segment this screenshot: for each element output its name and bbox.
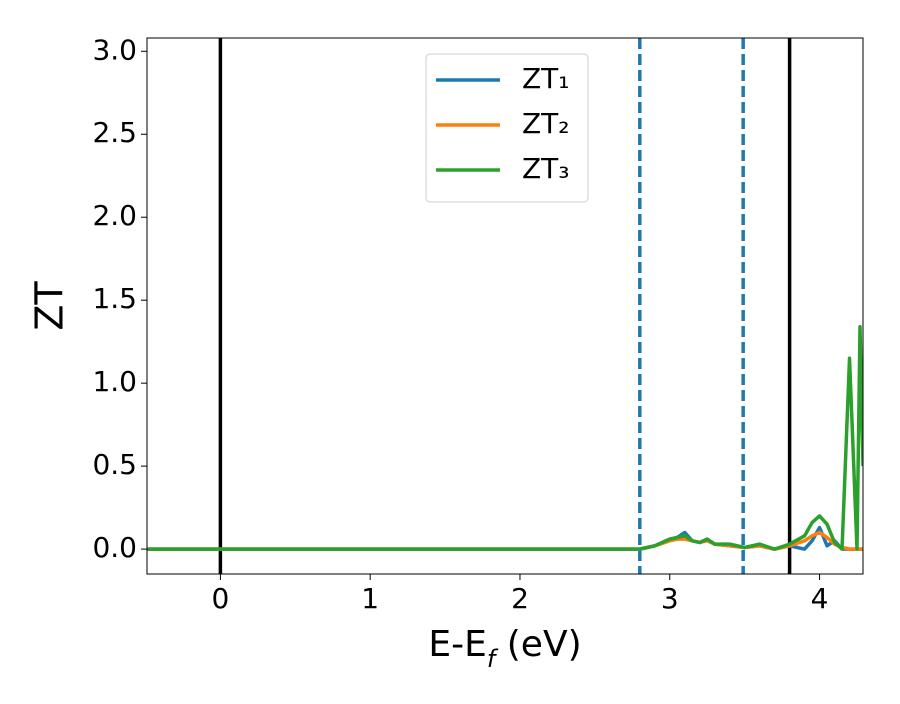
y-axis-label: ZT bbox=[28, 281, 72, 331]
y-tick-label: 2.0 bbox=[92, 199, 137, 232]
legend: ZT₁ ZT₂ ZT₃ bbox=[425, 53, 589, 203]
x-tick-label: 0 bbox=[211, 582, 229, 615]
legend-box bbox=[425, 53, 589, 203]
y-tick-label: 2.5 bbox=[92, 116, 137, 149]
legend-label: ZT₃ bbox=[522, 152, 570, 185]
plot-area bbox=[147, 38, 863, 574]
series-line bbox=[147, 324, 863, 551]
x-tick-label: 4 bbox=[811, 582, 829, 615]
plot-frame bbox=[146, 37, 864, 575]
x-tick-label: 1 bbox=[361, 582, 379, 615]
legend-label: ZT₂ bbox=[522, 107, 570, 140]
x-label-rest: (eV) bbox=[495, 624, 581, 665]
y-tick-label: 1.5 bbox=[92, 282, 137, 315]
x-tick-label: 2 bbox=[511, 582, 529, 615]
legend-label: ZT₁ bbox=[522, 62, 570, 95]
x-label-main: E-E bbox=[428, 624, 486, 665]
x-tick-label: 3 bbox=[661, 582, 679, 615]
y-tick-label: 0.5 bbox=[92, 448, 137, 481]
y-tick-label: 3.0 bbox=[92, 33, 137, 66]
y-tick-label: 0.0 bbox=[92, 531, 137, 564]
y-tick-label: 1.0 bbox=[92, 365, 137, 398]
x-axis-label: E-Ef (eV) bbox=[428, 624, 581, 673]
